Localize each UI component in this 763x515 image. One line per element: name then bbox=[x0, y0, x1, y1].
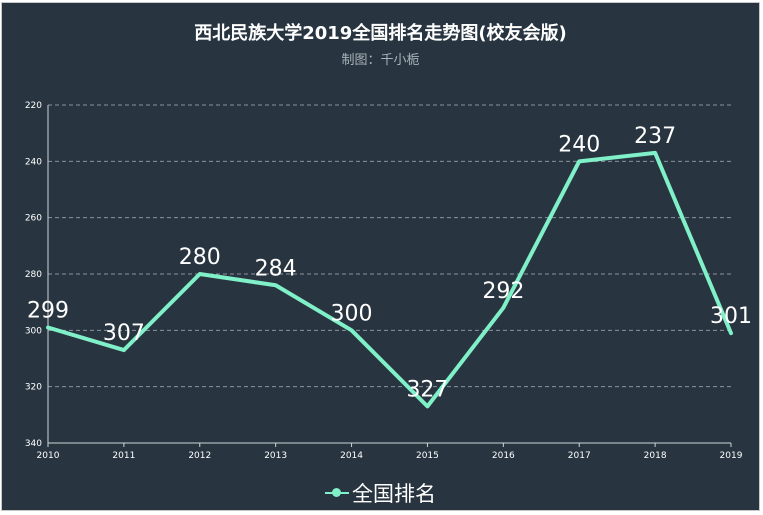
x-tick-label: 2013 bbox=[264, 451, 287, 461]
data-label: 240 bbox=[558, 132, 600, 157]
data-label: 280 bbox=[179, 245, 221, 270]
chart-subtitle: 制图：千小栀 bbox=[341, 53, 420, 68]
y-tick-label: 240 bbox=[25, 157, 42, 167]
y-tick-label: 260 bbox=[25, 214, 42, 224]
x-tick-label: 2014 bbox=[340, 451, 363, 461]
chart-title: 西北民族大学2019全国排名走势图(校友会版) bbox=[194, 23, 567, 44]
data-label: 307 bbox=[103, 321, 145, 346]
y-tick-label: 300 bbox=[25, 326, 42, 336]
line-chart: 220 240 260 280 300 320 340 2010 2011 2012 2013 201… bbox=[25, 101, 752, 461]
x-tick-label: 2011 bbox=[112, 451, 135, 461]
x-tick-label: 2019 bbox=[720, 451, 743, 461]
data-label: 237 bbox=[634, 124, 676, 149]
x-tick-label: 2016 bbox=[492, 451, 515, 461]
x-tick-label: 2018 bbox=[644, 451, 667, 461]
data-label: 301 bbox=[710, 304, 752, 329]
x-tick-label: 2017 bbox=[568, 451, 591, 461]
series-line bbox=[46, 150, 733, 409]
legend-label: 全国排名 bbox=[352, 482, 436, 506]
legend-marker-icon bbox=[325, 483, 349, 503]
x-tick-label: 2012 bbox=[188, 451, 211, 461]
x-tick-label: 2015 bbox=[416, 451, 439, 461]
data-label: 327 bbox=[406, 377, 448, 402]
data-label: 284 bbox=[255, 256, 297, 281]
data-label: 300 bbox=[331, 301, 373, 326]
data-label: 299 bbox=[27, 299, 69, 324]
data-label: 292 bbox=[482, 279, 524, 304]
y-tick-label: 220 bbox=[25, 101, 42, 111]
y-tick-label: 340 bbox=[25, 439, 42, 449]
y-tick-label: 320 bbox=[25, 383, 42, 393]
y-tick-label: 280 bbox=[25, 270, 42, 280]
x-tick-label: 2010 bbox=[37, 451, 60, 461]
legend[interactable]: 全国排名 bbox=[2, 478, 759, 508]
